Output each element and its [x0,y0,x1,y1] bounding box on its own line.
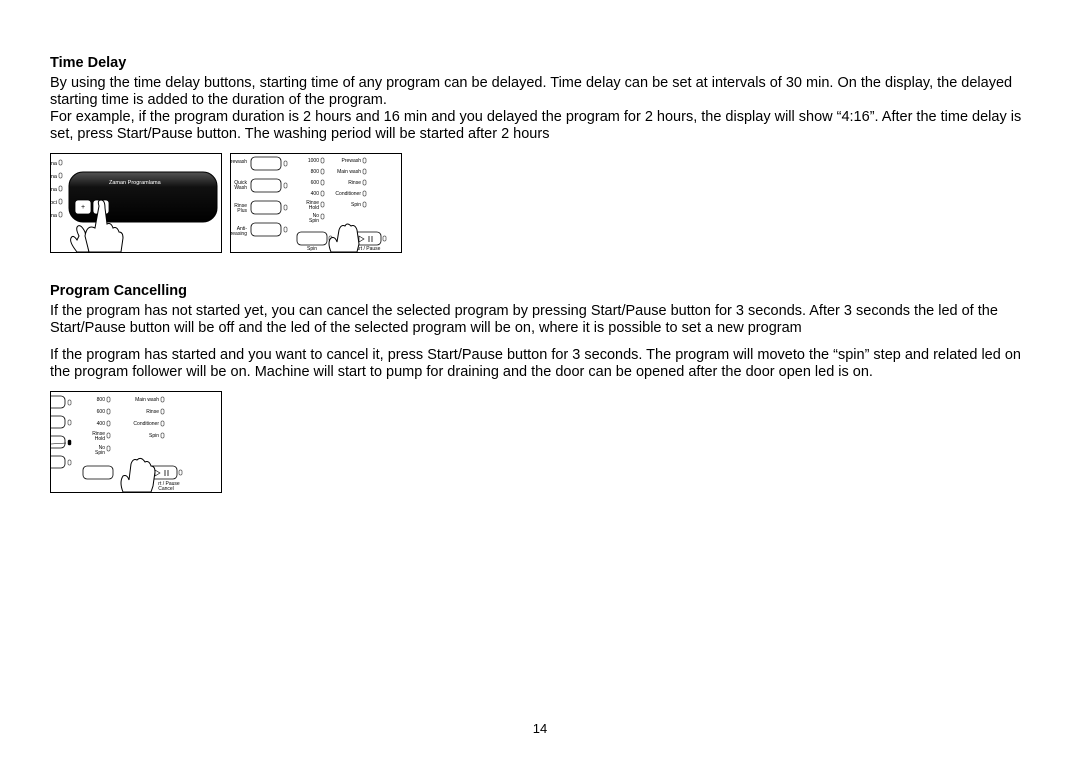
svg-text:Plus: Plus [237,208,247,214]
svg-text:800: 800 [97,397,106,403]
svg-text:pci: pci [51,200,57,206]
heading-time-delay: Time Delay [50,55,1030,71]
svg-text:Spin: Spin [149,433,159,439]
diagram-time-delay-panel: na na na pci na [50,153,222,253]
heading-program-cancelling: Program Cancelling [50,283,1030,299]
svg-text:Rinse: Rinse [348,180,361,186]
hand-icon [121,458,155,492]
svg-text:Cancel: Cancel [158,486,174,492]
diagram-row-1: na na na pci na [50,153,1030,253]
panel-label: Zaman Programlama [109,180,162,186]
diagram-cancel-panel: 800 600 400 Rinse Hold No Spin Main wash… [50,391,222,493]
svg-text:Prewash: Prewash [342,158,362,164]
svg-text:600: 600 [311,180,320,186]
svg-text:Spin: Spin [95,450,105,456]
svg-text:Wash: Wash [234,185,247,191]
svg-text:Spin: Spin [351,202,361,208]
svg-text:Hold: Hold [95,436,106,442]
paragraph: If the program has not started yet, you … [50,303,1030,337]
svg-text:Hold: Hold [309,205,320,211]
svg-text:Conditioner: Conditioner [335,191,361,197]
svg-text:Prewash: Prewash [231,159,247,165]
paragraph: By using the time delay buttons, startin… [50,75,1030,143]
svg-text:Conditioner: Conditioner [133,421,159,427]
svg-text:800: 800 [311,169,320,175]
svg-text:Main wash: Main wash [135,397,159,403]
svg-text:1000: 1000 [308,158,319,164]
svg-text:na: na [51,187,58,193]
svg-text:Main wash: Main wash [337,169,361,175]
svg-text:600: 600 [97,409,106,415]
diagram-start-pause-panel: Prewash Quick Wash Rinse Plus Anti- Crea… [230,153,402,253]
manual-page: Time Delay By using the time delay butto… [0,0,1080,493]
paragraph: If the program has started and you want … [50,347,1030,381]
svg-text:400: 400 [97,421,106,427]
svg-text:Spin: Spin [307,246,317,252]
text: By using the time delay buttons, startin… [50,75,1012,108]
svg-text:400: 400 [311,191,320,197]
svg-text:Rinse: Rinse [146,409,159,415]
label: na [51,161,58,167]
diagram-row-2: 800 600 400 Rinse Hold No Spin Main wash… [50,391,1030,493]
svg-text:na: na [51,174,58,180]
hand-icon [329,224,359,252]
page-number: 14 [0,721,1080,736]
svg-text:+: + [81,204,85,211]
svg-text:Spin: Spin [309,218,319,224]
svg-text:Creasing: Creasing [231,231,247,237]
svg-text:na: na [51,213,58,219]
text: For example, if the program duration is … [50,109,1021,142]
